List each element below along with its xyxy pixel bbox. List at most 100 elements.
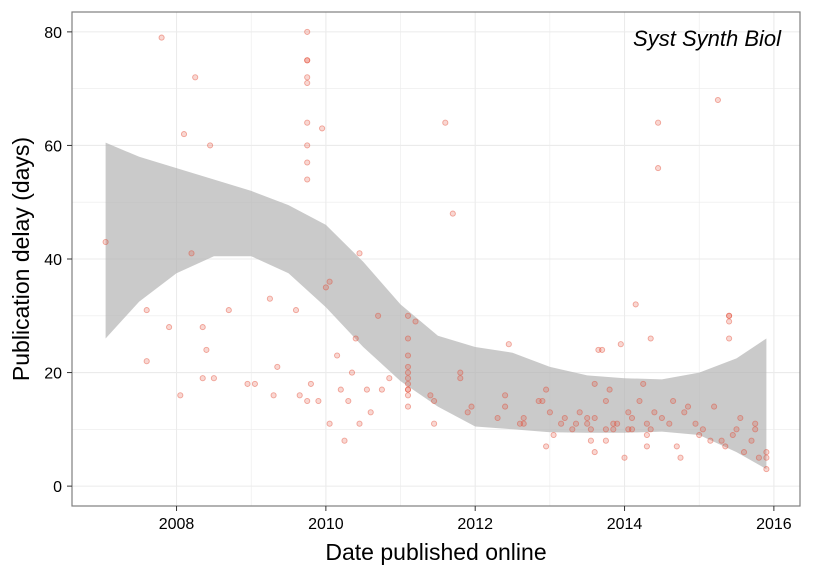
y-axis-title: Publication delay (days)	[8, 137, 34, 381]
y-tick-label: 40	[44, 252, 62, 269]
x-tick-label: 2014	[607, 516, 643, 533]
data-point	[737, 414, 744, 422]
data-point	[763, 454, 770, 461]
x-tick-label: 2012	[457, 516, 493, 533]
data-point	[625, 409, 632, 416]
data-point	[304, 57, 311, 64]
data-point	[726, 312, 733, 319]
data-point	[643, 420, 650, 427]
data-point	[431, 397, 438, 405]
data-point	[752, 426, 759, 433]
data-point	[502, 403, 509, 410]
data-point	[315, 397, 322, 405]
data-point	[595, 346, 602, 353]
data-point	[643, 443, 650, 450]
y-tick-label: 60	[44, 138, 62, 155]
data-point	[180, 131, 188, 138]
data-point	[677, 454, 684, 461]
data-point	[561, 414, 568, 422]
data-point	[386, 375, 393, 382]
data-point	[606, 386, 613, 393]
data-point	[684, 403, 692, 410]
data-point	[244, 380, 251, 387]
data-point	[296, 392, 303, 399]
data-point	[584, 420, 591, 427]
data-point	[304, 142, 311, 149]
data-point	[591, 414, 598, 422]
data-point	[655, 119, 662, 126]
data-point	[729, 431, 736, 439]
data-point	[543, 443, 550, 450]
data-point	[404, 386, 412, 393]
data-point	[520, 414, 527, 422]
data-point	[337, 386, 344, 393]
data-point	[714, 96, 721, 104]
data-point	[696, 431, 703, 439]
data-point	[625, 426, 632, 433]
data-point	[404, 352, 412, 359]
y-tick-label: 80	[44, 25, 62, 42]
data-point	[572, 420, 580, 427]
data-point	[304, 79, 311, 87]
data-point	[658, 414, 665, 422]
data-point	[404, 363, 412, 370]
data-point	[348, 369, 356, 376]
data-point	[304, 57, 311, 64]
data-point	[363, 386, 370, 393]
data-point	[468, 403, 475, 410]
data-point	[431, 420, 438, 427]
data-point	[207, 142, 214, 149]
data-point	[666, 420, 673, 427]
data-point	[326, 278, 333, 285]
data-point	[304, 74, 311, 81]
data-point	[755, 454, 762, 461]
data-point	[763, 449, 770, 456]
data-point	[681, 409, 688, 416]
data-point	[270, 392, 277, 399]
data-point	[647, 335, 654, 342]
x-axis-title: Date published online	[325, 539, 546, 565]
data-point	[584, 414, 591, 422]
data-point	[143, 358, 150, 365]
data-point	[404, 403, 412, 410]
data-point	[199, 375, 206, 382]
data-point	[535, 397, 542, 405]
data-point	[158, 34, 165, 41]
major-grid	[72, 12, 800, 506]
data-point	[587, 437, 594, 444]
data-point	[655, 165, 662, 172]
x-tick-label: 2010	[308, 516, 344, 533]
data-point	[404, 380, 412, 387]
data-point	[404, 392, 412, 399]
data-point	[643, 431, 650, 439]
data-points	[102, 28, 770, 473]
data-point	[558, 420, 565, 427]
data-point	[628, 414, 636, 422]
x-tick-label: 2016	[756, 516, 792, 533]
data-point	[602, 426, 609, 433]
data-point	[614, 420, 621, 427]
data-point	[427, 392, 434, 399]
data-point	[494, 414, 501, 422]
data-point	[345, 397, 352, 405]
data-point	[326, 420, 333, 427]
x-axis-ticks: 2008 2010 2012 2014 2016	[159, 506, 792, 533]
data-point	[699, 426, 706, 433]
data-point	[412, 318, 419, 325]
data-point	[647, 426, 654, 433]
data-point	[550, 431, 557, 439]
data-point	[628, 426, 636, 433]
data-point	[651, 409, 658, 416]
data-point	[752, 420, 759, 427]
data-point	[225, 307, 232, 314]
data-point	[319, 125, 326, 132]
data-point	[304, 176, 311, 183]
data-point	[621, 454, 628, 461]
data-point	[543, 386, 550, 393]
data-point	[143, 307, 150, 314]
data-point	[569, 426, 576, 433]
data-point	[722, 443, 729, 450]
data-point	[726, 335, 733, 342]
data-point	[322, 284, 329, 291]
